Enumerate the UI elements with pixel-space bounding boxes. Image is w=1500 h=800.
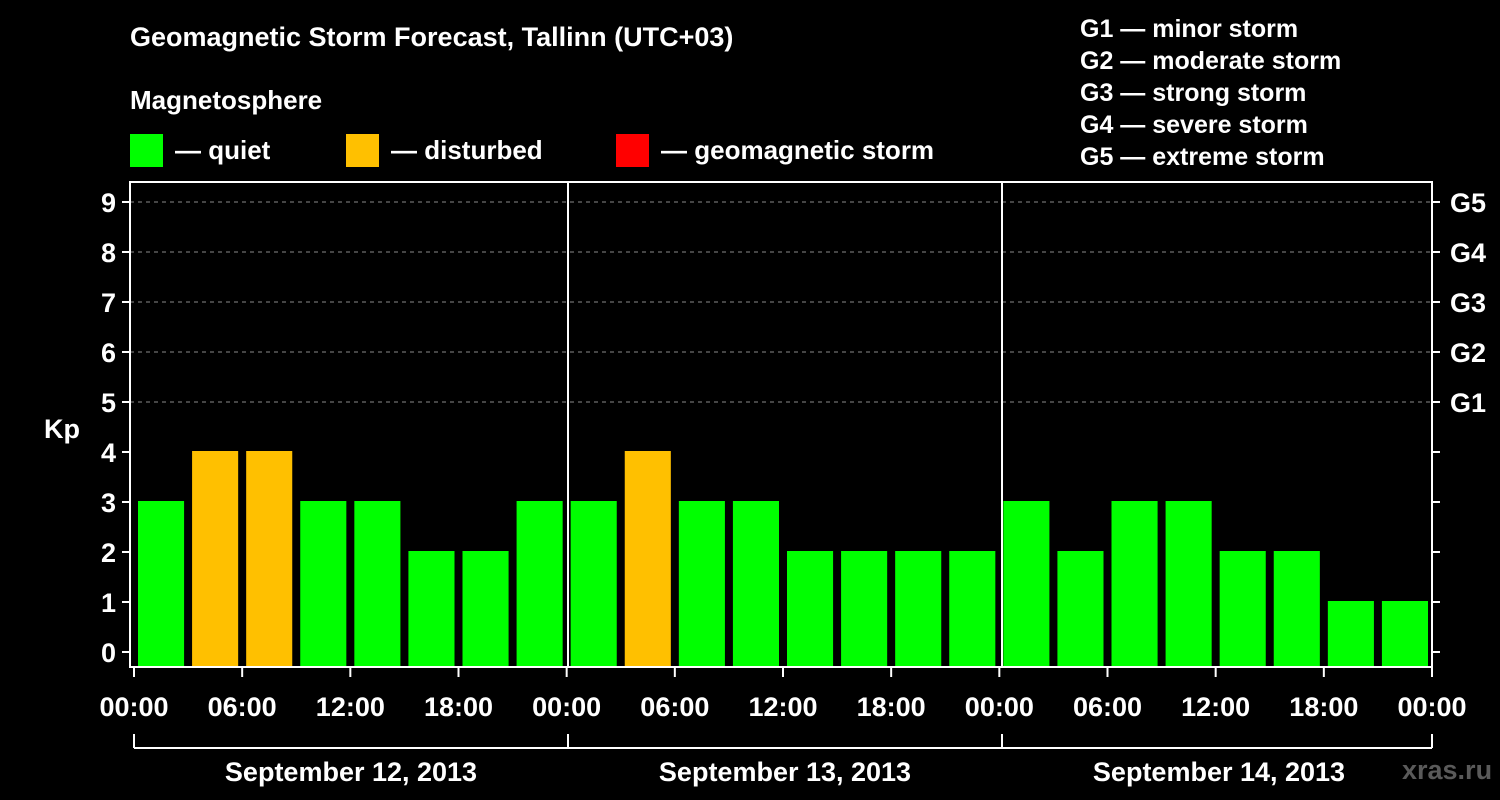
storm-level-g3: G3 — strong storm [1080, 79, 1307, 107]
kp-bar [678, 501, 725, 667]
storm-level-legend: G1 — minor storm G2 — moderate storm G3 … [1080, 13, 1341, 173]
x-tick-label: 00:00 [965, 692, 1034, 722]
y-tick-label: 5 [101, 388, 116, 418]
quiet-swatch [130, 133, 163, 167]
legend-quiet-label: — quiet [175, 134, 271, 165]
kp-bar [895, 551, 942, 667]
kp-bar [1219, 551, 1266, 667]
kp-bar [138, 501, 185, 667]
storm-level-g2: G2 — moderate storm [1080, 47, 1342, 75]
kp-bar [408, 551, 455, 667]
storm-level-tick-label: G1 [1450, 388, 1486, 418]
chart-title: Geomagnetic Storm Forecast, Tallinn (UTC… [130, 22, 734, 52]
kp-bar [354, 501, 401, 667]
kp-bar [1003, 501, 1050, 667]
x-tick-label: 12:00 [748, 692, 817, 722]
day-label: September 13, 2013 [659, 757, 911, 787]
kp-bar [949, 551, 996, 667]
y-tick-label: 6 [101, 338, 116, 368]
kp-bar [1273, 551, 1320, 667]
y-axis-label: Kp [44, 414, 80, 444]
y-tick-label: 3 [101, 488, 116, 518]
storm-level-g4: G4 — severe storm [1080, 111, 1308, 139]
kp-bar [1327, 601, 1374, 667]
storm-level-tick-label: G5 [1450, 188, 1486, 218]
y-tick-label: 2 [101, 538, 116, 568]
y-tick-label: 0 [101, 638, 116, 668]
x-tick-label: 06:00 [208, 692, 277, 722]
legend-quiet: — quiet [130, 133, 270, 167]
kp-bar [1111, 501, 1158, 667]
kp-bar [787, 551, 834, 667]
kp-bar [246, 451, 293, 667]
x-tick-label: 18:00 [857, 692, 926, 722]
storm-level-g5: G5 — extreme storm [1080, 143, 1325, 171]
x-tick-label: 18:00 [1289, 692, 1358, 722]
plot-frame [129, 181, 1433, 668]
kp-bar [1057, 551, 1104, 667]
y-tick-label: 4 [101, 438, 116, 468]
disturbed-swatch [346, 133, 379, 167]
kp-bar [300, 501, 347, 667]
kp-bar [1381, 601, 1428, 667]
x-tick-label: 18:00 [424, 692, 493, 722]
x-tick-label: 06:00 [1073, 692, 1142, 722]
x-tick-label: 00:00 [1397, 692, 1466, 722]
storm-level-tick-label: G4 [1450, 238, 1486, 268]
day-label: September 14, 2013 [1093, 757, 1345, 787]
legend-storm-label: — geomagnetic storm [661, 134, 935, 165]
kp-bar [516, 501, 563, 667]
kp-bar [462, 551, 509, 667]
watermark: xras.ru [1402, 755, 1493, 785]
storm-swatch [616, 133, 649, 167]
legend-disturbed-label: — disturbed [391, 134, 543, 165]
kp-bar [192, 451, 239, 667]
kp-bar [732, 501, 779, 667]
kp-bar [841, 551, 888, 667]
storm-level-g1: G1 — minor storm [1080, 15, 1299, 43]
x-tick-label: 12:00 [316, 692, 385, 722]
x-tick-label: 00:00 [532, 692, 601, 722]
legend-disturbed: — disturbed [346, 133, 543, 167]
x-tick-label: 12:00 [1181, 692, 1250, 722]
storm-level-tick-label: G2 [1450, 338, 1486, 368]
legend-storm: — geomagnetic storm [616, 133, 934, 167]
y-tick-label: 9 [101, 188, 116, 218]
x-tick-label: 00:00 [99, 692, 168, 722]
storm-level-tick-label: G3 [1450, 288, 1486, 318]
y-tick-label: 7 [101, 288, 116, 318]
kp-bar [624, 451, 671, 667]
legend-heading: Magnetosphere [130, 85, 323, 115]
kp-bar [570, 501, 617, 667]
y-tick-label: 8 [101, 238, 116, 268]
day-label: September 12, 2013 [225, 757, 477, 787]
y-tick-label: 1 [101, 588, 116, 618]
kp-bar [1165, 501, 1212, 667]
x-tick-label: 06:00 [640, 692, 709, 722]
